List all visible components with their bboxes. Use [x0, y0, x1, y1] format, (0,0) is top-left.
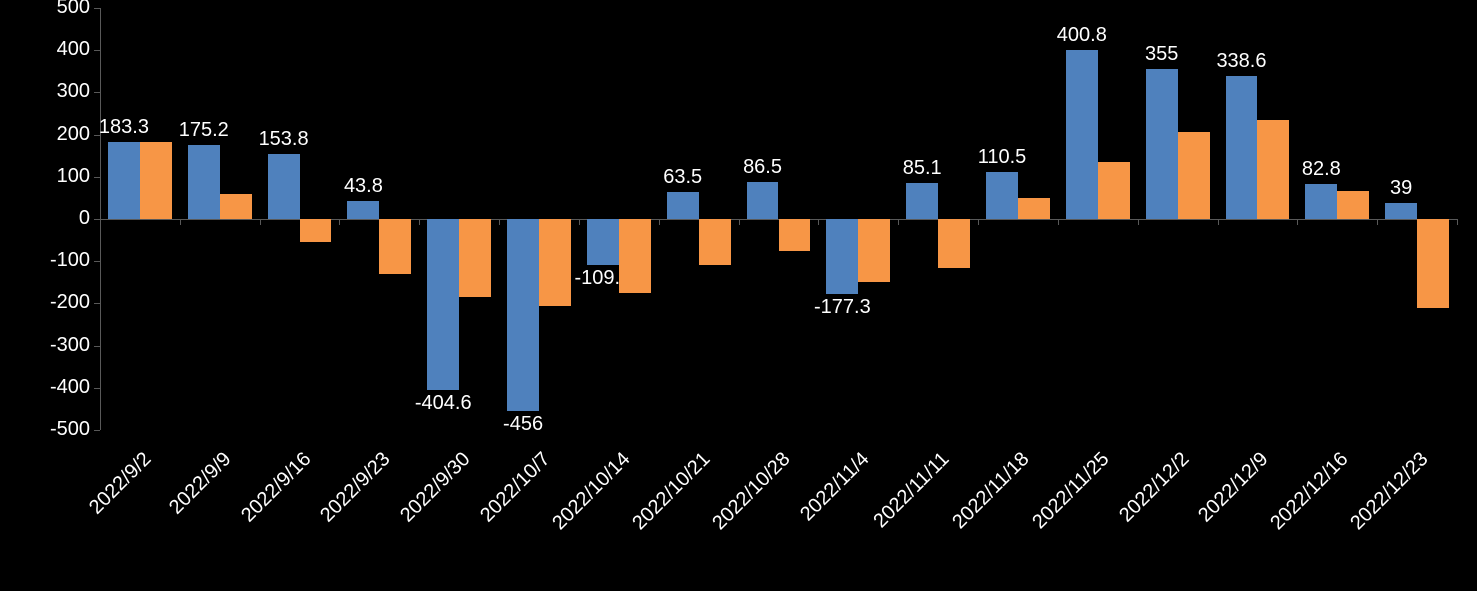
data-label: 153.8: [239, 128, 329, 151]
bar-series2: [220, 194, 252, 219]
bar-series1: [188, 145, 220, 219]
y-tick-label: 500: [57, 0, 90, 19]
bar-series1: [906, 183, 938, 219]
x-tick-mark: [339, 219, 340, 225]
bar-series2: [1417, 219, 1449, 308]
y-tick-label: -500: [50, 418, 90, 441]
bar-series1: [1305, 184, 1337, 219]
bar-series2: [300, 219, 332, 242]
x-tick-mark: [1218, 219, 1219, 225]
x-tick-mark: [1297, 219, 1298, 225]
y-tick-label: 400: [57, 38, 90, 61]
bar-series2: [938, 219, 970, 268]
bar-series2: [619, 219, 651, 293]
bar-series1: [1146, 69, 1178, 219]
x-tick-mark: [1457, 219, 1458, 225]
bar-series2: [858, 219, 890, 282]
data-label: 63.5: [638, 166, 728, 189]
bar-series1: [826, 219, 858, 294]
x-tick-mark: [659, 219, 660, 225]
y-tick-mark: [94, 430, 100, 431]
x-tick-mark: [898, 219, 899, 225]
data-label: 86.5: [718, 156, 808, 179]
bar-series1: [507, 219, 539, 411]
y-tick-label: -200: [50, 291, 90, 314]
bar-series2: [459, 219, 491, 297]
bar-series2: [1178, 132, 1210, 219]
y-tick-label: 300: [57, 80, 90, 103]
data-label: 338.6: [1196, 50, 1286, 73]
bar-series2: [699, 219, 731, 265]
x-tick-mark: [499, 219, 500, 225]
bar-series1: [1066, 50, 1098, 219]
bar-series2: [779, 219, 811, 251]
x-tick-mark: [739, 219, 740, 225]
x-tick-mark: [978, 219, 979, 225]
x-tick-mark: [180, 219, 181, 225]
bar-series1: [747, 182, 779, 219]
y-tick-label: -300: [50, 334, 90, 357]
data-label: -177.3: [797, 296, 887, 319]
bar-series1: [108, 142, 140, 219]
data-label: 85.1: [877, 157, 967, 180]
bar-series2: [1098, 162, 1130, 219]
data-label: -404.6: [398, 392, 488, 415]
bar-series1: [1385, 203, 1417, 219]
data-label: 43.8: [318, 175, 408, 198]
data-label: 39: [1356, 177, 1446, 200]
y-tick-label: 0: [79, 207, 90, 230]
x-tick-mark: [818, 219, 819, 225]
x-tick-mark: [419, 219, 420, 225]
bar-series1: [347, 201, 379, 219]
bar-series1: [667, 192, 699, 219]
data-label: 175.2: [159, 119, 249, 142]
y-tick-label: 100: [57, 165, 90, 188]
bar-series1: [986, 172, 1018, 219]
x-tick-mark: [579, 219, 580, 225]
bar-series2: [379, 219, 411, 274]
data-label: 110.5: [957, 146, 1047, 169]
data-label: -456: [478, 413, 568, 436]
x-tick-mark: [1377, 219, 1378, 225]
bar-series2: [539, 219, 571, 306]
bar-series1: [427, 219, 459, 390]
data-label: 183.3: [79, 116, 169, 139]
y-tick-label: -100: [50, 249, 90, 272]
bar-series1: [587, 219, 619, 265]
y-tick-label: -400: [50, 376, 90, 399]
bar-series1: [268, 154, 300, 219]
x-tick-mark: [1138, 219, 1139, 225]
bar-series2: [140, 142, 172, 219]
data-label: 355: [1117, 43, 1207, 66]
data-label: 400.8: [1037, 24, 1127, 47]
x-tick-mark: [100, 219, 101, 225]
x-tick-mark: [1058, 219, 1059, 225]
x-tick-mark: [260, 219, 261, 225]
bar-series1: [1226, 76, 1258, 219]
bar-series2: [1018, 198, 1050, 219]
bar-chart: -500-400-300-200-1000100200300400500183.…: [0, 0, 1477, 591]
data-label: 82.8: [1276, 158, 1366, 181]
